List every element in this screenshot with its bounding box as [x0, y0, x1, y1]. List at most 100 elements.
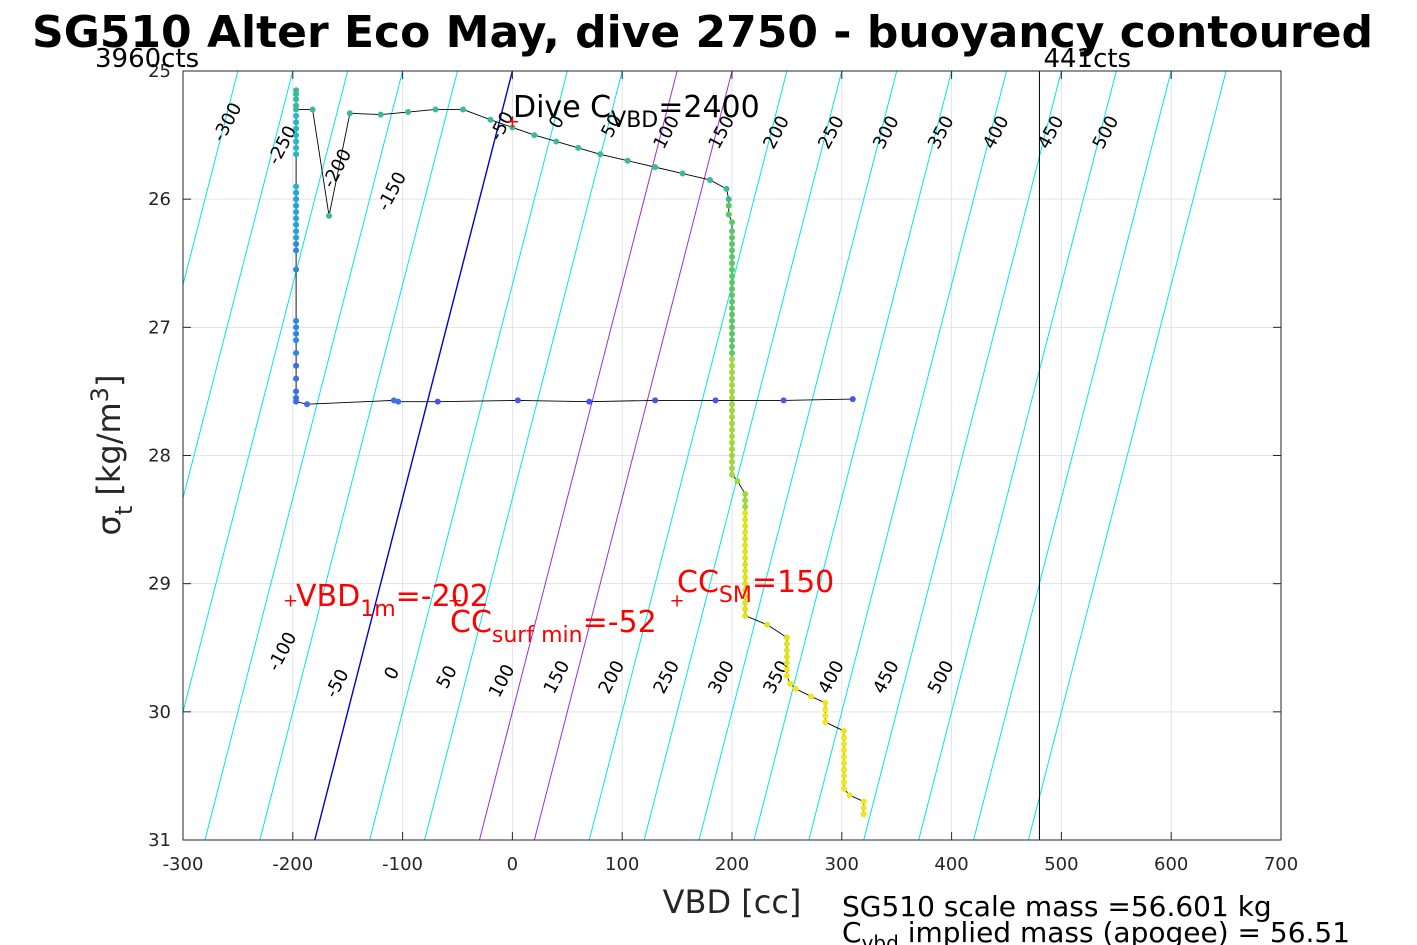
x-tick-label: 500 — [1044, 854, 1078, 875]
data-point — [729, 285, 735, 292]
data-point — [742, 542, 749, 549]
data-point — [840, 728, 847, 735]
y-tick-label: 31 — [148, 830, 171, 851]
data-point — [293, 119, 300, 126]
data-point — [729, 471, 735, 478]
data-point — [840, 785, 847, 792]
buoyancy-contour-line — [183, 71, 239, 287]
data-point — [293, 362, 300, 369]
buoyancy-contour-line — [478, 71, 678, 840]
annotations: +Dive CVBD=2400+VBD1m=-202+CCsurf min=-5… — [283, 90, 834, 648]
data-point — [293, 196, 300, 203]
annotation-marker: + — [283, 590, 298, 611]
data-point — [309, 106, 316, 113]
data-point — [808, 693, 815, 700]
data-point — [729, 343, 735, 350]
data-point — [822, 712, 829, 719]
data-point — [729, 317, 735, 324]
data-point — [729, 324, 735, 331]
data-point — [293, 112, 300, 119]
annotation-label: CCsurf min=-52 — [450, 605, 657, 648]
annotation-marker: + — [448, 590, 463, 611]
data-point — [597, 151, 604, 158]
data-point — [729, 433, 735, 440]
data-point — [729, 369, 735, 376]
buoyancy-contour-line — [424, 71, 623, 840]
data-point — [377, 111, 384, 118]
data-point — [531, 132, 538, 139]
buoyancy-contour-line — [918, 71, 1117, 840]
data-point — [723, 185, 730, 192]
buoyancy-contours — [183, 71, 1227, 840]
data-point — [783, 640, 790, 647]
data-point — [434, 398, 441, 405]
y-axis-label-sup: 3 — [86, 387, 114, 402]
x-tick-label: -100 — [382, 854, 423, 875]
annotation-label: Dive CVBD=2400 — [513, 90, 760, 133]
data-point — [652, 397, 659, 404]
data-series — [293, 87, 867, 818]
y-tick-label: 29 — [148, 574, 171, 595]
data-point — [822, 719, 829, 726]
data-point — [293, 375, 300, 382]
data-point — [840, 747, 847, 754]
data-point — [293, 138, 300, 145]
data-point — [293, 151, 300, 158]
data-point — [509, 124, 516, 131]
data-point — [840, 740, 847, 747]
data-point — [729, 465, 735, 472]
data-point — [729, 401, 735, 408]
data-point — [293, 91, 300, 98]
data-point — [729, 407, 735, 414]
data-point — [840, 734, 847, 741]
y-tick-label: 28 — [148, 446, 171, 467]
data-point — [293, 125, 300, 132]
data-point — [840, 753, 847, 760]
data-point — [783, 666, 790, 673]
data-point — [840, 766, 847, 773]
data-point — [729, 247, 735, 254]
data-point — [293, 398, 300, 405]
data-point — [729, 375, 735, 382]
data-point — [729, 394, 735, 401]
data-point — [293, 241, 300, 248]
data-point — [742, 606, 749, 613]
data-point — [293, 215, 300, 222]
data-point — [840, 772, 847, 779]
data-point — [742, 580, 749, 587]
data-point — [293, 183, 300, 190]
y-axis-label-end: ] — [90, 375, 128, 387]
y-axis-label: σt [kg/m3] — [86, 375, 138, 536]
buoyancy-contour-line — [204, 71, 404, 840]
data-point — [729, 219, 735, 226]
buoyancy-contour-line — [259, 71, 458, 840]
data-point — [293, 247, 300, 254]
data-point — [293, 349, 300, 356]
data-point — [742, 510, 749, 517]
data-point — [742, 522, 749, 529]
data-point — [764, 621, 771, 628]
x-tick-label: -200 — [272, 854, 313, 875]
data-point — [729, 356, 735, 363]
data-point — [787, 680, 794, 687]
footer-line: SG510 scale mass =56.601 kg — [842, 890, 1272, 923]
x-tick-label: 300 — [825, 854, 859, 875]
data-point — [729, 349, 735, 356]
data-point — [729, 362, 735, 369]
counts-left-label: 3960cts — [95, 44, 199, 74]
data-point — [624, 157, 631, 164]
data-point — [432, 106, 439, 113]
data-point — [783, 653, 790, 660]
x-tick-label: 100 — [605, 854, 639, 875]
buoyancy-contour-line — [183, 71, 349, 714]
x-tick-label: 0 — [507, 854, 518, 875]
y-axis-label-rest: [kg/m — [90, 402, 128, 505]
data-point — [783, 660, 790, 667]
data-point — [725, 211, 732, 218]
data-point — [725, 202, 732, 209]
x-axis-ticks: -300 -200 -100 0 100 200 300 400 500 600 700 — [163, 71, 1298, 875]
data-point — [742, 555, 749, 562]
counts-right-label: 441cts — [1043, 44, 1131, 74]
data-point — [729, 446, 735, 453]
data-point — [742, 529, 749, 536]
